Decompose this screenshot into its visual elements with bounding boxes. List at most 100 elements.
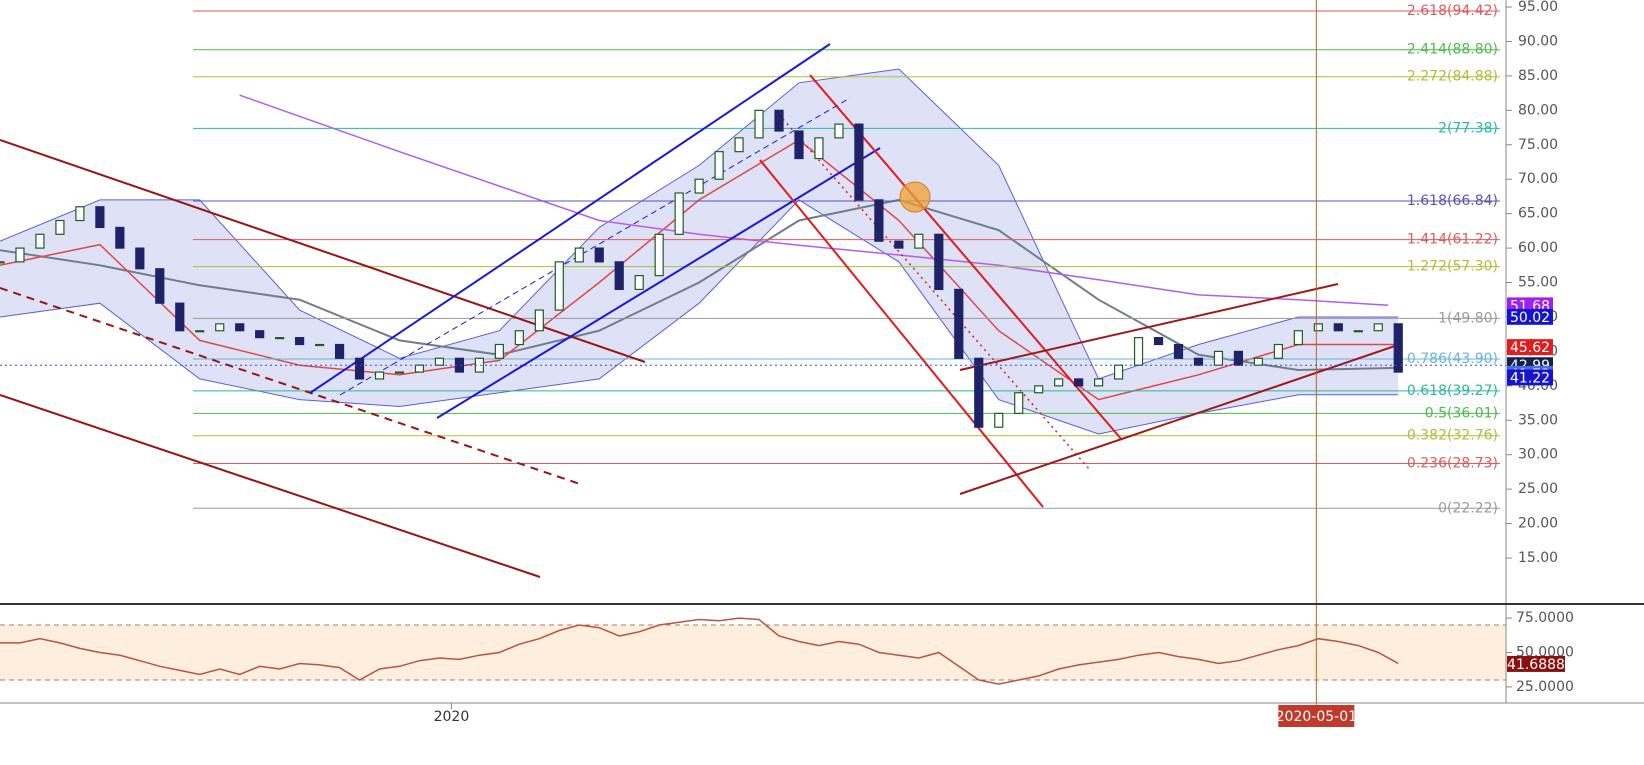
fib-label: 1(49.80) <box>1438 310 1498 326</box>
trend-line <box>959 283 1339 371</box>
candle <box>314 343 325 347</box>
x-tick-label: 2020 <box>434 709 470 725</box>
fib-label: 0.236(28.73) <box>1407 455 1498 471</box>
trend-line <box>0 394 541 578</box>
x-tick-label: 2020-05-01 <box>1276 709 1357 725</box>
candle <box>974 357 984 428</box>
candle <box>614 261 624 291</box>
price-tag <box>1507 308 1553 325</box>
y-tick-label: 75.0000 <box>1516 610 1574 626</box>
candle <box>135 247 145 270</box>
trend-line <box>774 109 1091 471</box>
fib-label: 1.414(61.22) <box>1407 232 1498 248</box>
candle <box>275 337 285 340</box>
candle <box>374 371 385 380</box>
candle <box>215 323 225 332</box>
candle <box>714 151 724 180</box>
candle <box>354 357 365 380</box>
candle <box>1393 323 1403 373</box>
candle <box>674 192 684 235</box>
candle <box>914 233 924 249</box>
y-tick-label: 60.00 <box>1518 240 1558 256</box>
candle <box>115 226 125 249</box>
candle <box>814 137 824 160</box>
y-tick-label: 15.00 <box>1518 550 1558 566</box>
fib-label: 0(22.22) <box>1438 500 1498 516</box>
rsi-band <box>0 624 1506 681</box>
rsi-tag <box>1507 655 1565 672</box>
candle <box>514 330 524 346</box>
candle <box>1153 337 1164 346</box>
trend-line <box>759 159 1044 508</box>
bollinger-fill <box>0 69 1399 434</box>
candle <box>1094 378 1104 387</box>
candle <box>155 268 165 304</box>
candle <box>594 247 604 263</box>
y-tick-label: 55.00 <box>1518 275 1558 291</box>
candle <box>574 247 584 263</box>
candle <box>534 309 544 332</box>
fib-label: 2.414(88.80) <box>1407 42 1498 58</box>
candle <box>334 343 345 359</box>
candle <box>994 412 1004 428</box>
candle <box>554 261 564 311</box>
candle <box>854 123 864 201</box>
fib-label: 0.382(32.76) <box>1407 428 1498 444</box>
fib-label: 2.272(84.88) <box>1407 69 1498 85</box>
y-tick-label: 30.00 <box>1518 447 1558 463</box>
candle <box>894 240 904 249</box>
candle <box>634 275 644 291</box>
candle <box>1353 330 1363 333</box>
candle <box>954 288 964 359</box>
trend-line <box>959 344 1399 495</box>
under-layer <box>0 10 1506 681</box>
candle <box>1133 337 1144 366</box>
candle <box>35 233 45 249</box>
price-tag-label: 41.22 <box>1510 370 1550 386</box>
candle <box>1034 385 1044 394</box>
candle <box>75 206 85 222</box>
trend-line <box>309 43 831 394</box>
trend-line <box>436 147 881 419</box>
trend-line <box>339 97 851 396</box>
candle <box>255 330 265 339</box>
candle <box>1054 378 1064 387</box>
candle <box>494 343 504 359</box>
candle <box>235 323 245 332</box>
candle <box>1213 350 1224 366</box>
candle <box>934 233 944 291</box>
y-tick-label: 95.00 <box>1518 0 1558 15</box>
candle <box>1333 323 1343 332</box>
candle <box>654 233 664 277</box>
candle <box>774 109 784 132</box>
fib-label: 2(77.38) <box>1438 120 1498 136</box>
candle <box>874 199 884 242</box>
candle <box>734 137 744 153</box>
fib-label: 1.272(57.30) <box>1407 259 1498 275</box>
candle <box>1313 323 1323 332</box>
candle <box>434 357 445 366</box>
y-tick-label: 80.00 <box>1518 102 1558 118</box>
candle <box>1173 343 1184 359</box>
candle <box>1373 323 1383 332</box>
moving-average <box>239 94 1389 307</box>
candle <box>1293 330 1303 346</box>
over-layer: 95.00 90.00 85.00 80.00 75.00 70.00 65.00 60.00… <box>0 0 1574 727</box>
candle <box>1253 357 1264 366</box>
candle <box>1113 364 1124 380</box>
fib-label: 2.618(94.42) <box>1407 3 1498 19</box>
moving-average <box>0 139 1399 401</box>
bollinger-middle <box>0 198 1399 372</box>
price-tag <box>1507 369 1553 386</box>
y-tick-label: 85.00 <box>1518 68 1558 84</box>
trend-line <box>0 287 581 485</box>
drawings <box>0 43 1399 578</box>
candle <box>95 206 105 229</box>
candle <box>1014 392 1024 414</box>
y-tick-label: 20.00 <box>1518 516 1558 532</box>
fib-label: 0.5(36.01) <box>1425 405 1498 421</box>
candle <box>195 330 205 333</box>
y-tick-label: 65.00 <box>1518 206 1558 222</box>
price-tag <box>1507 339 1553 356</box>
